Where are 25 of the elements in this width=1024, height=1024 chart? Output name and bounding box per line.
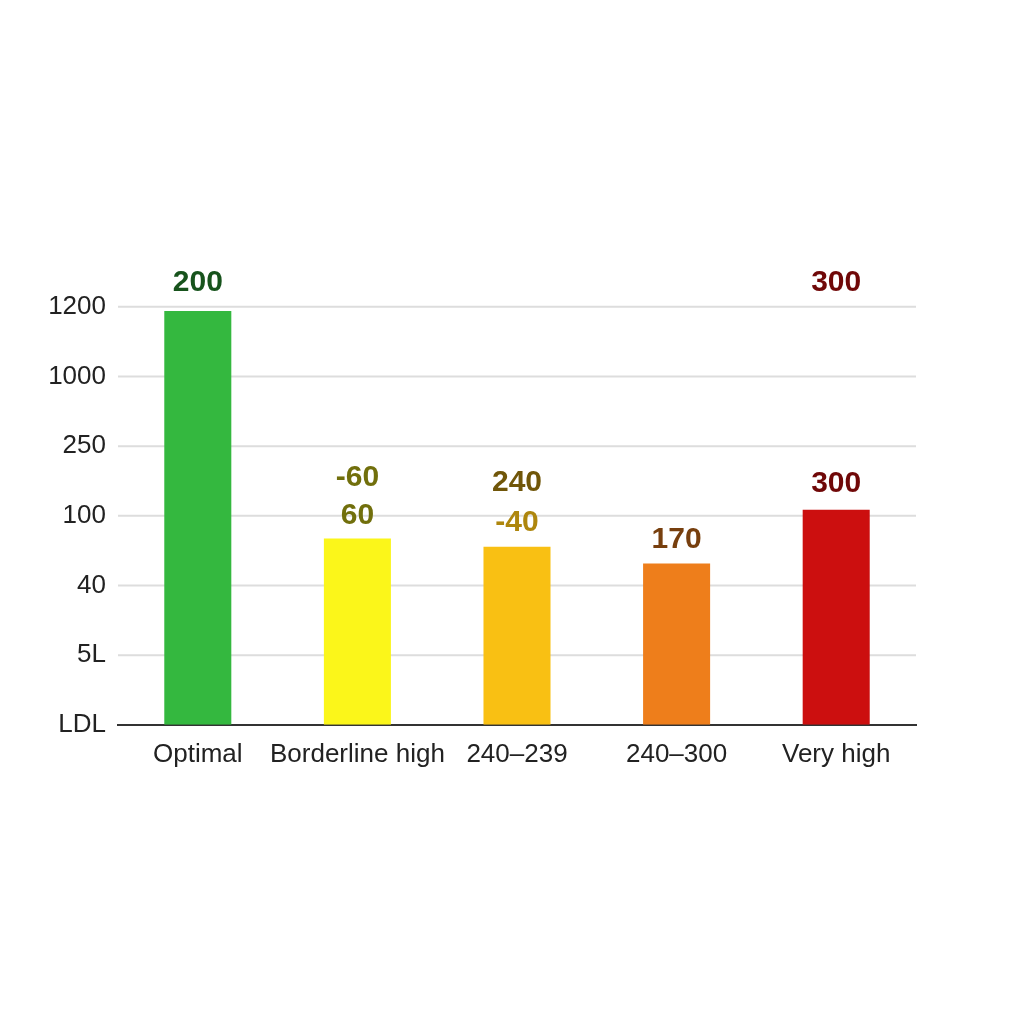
x-tick-label: Optimal (153, 737, 243, 768)
x-tick-label: 240–300 (625, 737, 728, 768)
text: 200 (172, 264, 223, 298)
text: 1000 (48, 359, 106, 390)
annotation: 170 (651, 520, 702, 554)
x-tick-label: Very high (782, 737, 891, 768)
bar (643, 563, 711, 725)
annotation: -40 (495, 504, 539, 538)
text: LDL (58, 707, 106, 738)
annotation: 300 (811, 465, 862, 499)
text: 1200 (48, 290, 106, 320)
bar (323, 538, 391, 725)
text: 5L (77, 638, 106, 669)
bar (164, 311, 232, 725)
x-tick-label: Borderline high (269, 737, 445, 768)
text: 40 (77, 568, 106, 599)
annotation: 60 (340, 497, 375, 531)
x-tick-label: 240–239 (466, 737, 568, 768)
annotation: -60 (335, 458, 380, 492)
bar (802, 509, 870, 725)
annotation: 240 (491, 464, 543, 498)
text: 250 (62, 429, 106, 460)
text: 300 (811, 264, 862, 298)
bar (483, 546, 551, 725)
text: 100 (62, 498, 106, 529)
